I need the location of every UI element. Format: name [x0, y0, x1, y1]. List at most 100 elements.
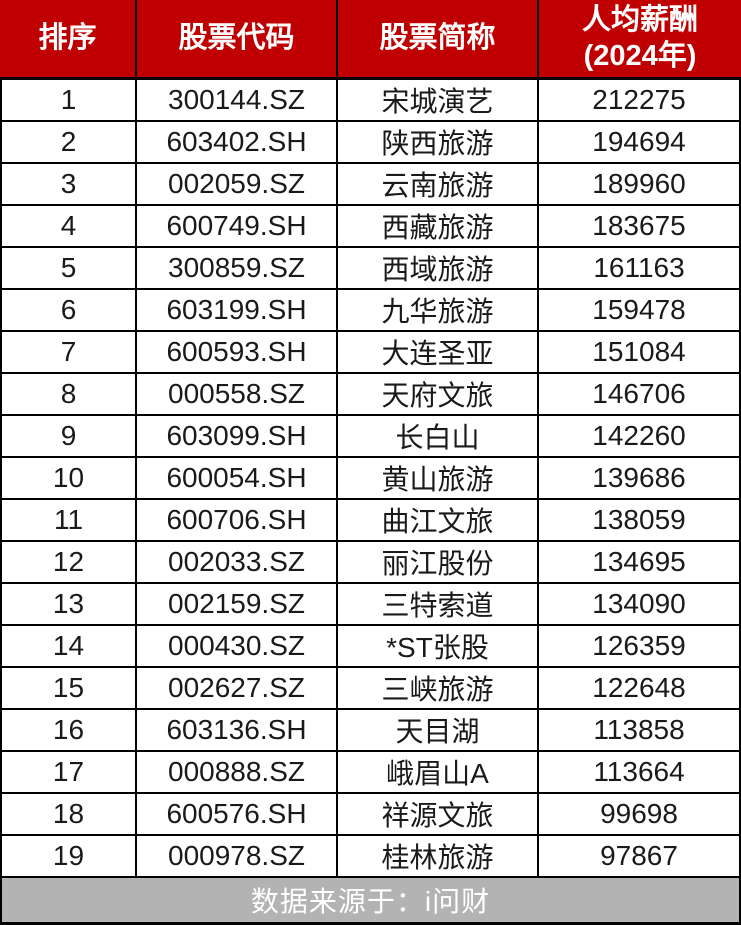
table-row: 17 000888.SZ 峨眉山A 113664 — [2, 751, 739, 794]
cell-rank: 5 — [2, 247, 137, 288]
table-header-row: 排序 股票代码 股票简称 人均薪酬 (2024年) — [0, 0, 741, 80]
cell-stock-code: 000558.SZ — [137, 373, 338, 414]
cell-salary: 159478 — [592, 293, 686, 325]
header-stock-code: 股票代码 — [137, 0, 338, 77]
cell-stock-code: 600706.SH — [137, 499, 338, 540]
table-row: 8 000558.SZ 天府文旅 146706 — [2, 373, 739, 416]
cell-stock-name: 曲江文旅 — [338, 499, 539, 540]
table-row: 4 600749.SH 西藏旅游 183675 — [2, 205, 739, 248]
cell-stock-code: 000430.SZ — [137, 625, 338, 666]
table-row: 1 300144.SZ 宋城演艺 212275 — [2, 79, 739, 122]
cell-stock-code: 002059.SZ — [137, 163, 338, 204]
cell-rank: 18 — [2, 793, 137, 834]
cell-rank: 8 — [2, 373, 137, 414]
cell-stock-code: 600576.SH — [137, 793, 338, 834]
cell-rank: 19 — [2, 835, 137, 876]
table-row: 13 002159.SZ 三特索道 134090 — [2, 583, 739, 626]
cell-stock-code: 002627.SZ — [137, 667, 338, 708]
cell-stock-name: 黄山旅游 — [338, 457, 539, 498]
cell-stock-name: 大连圣亚 — [338, 331, 539, 372]
table-row: 6 603199.SH 九华旅游 159478 — [2, 289, 739, 332]
cell-salary: 189960 — [592, 167, 686, 199]
cell-salary: 142260 — [592, 419, 686, 451]
cell-stock-name: 九华旅游 — [338, 289, 539, 330]
cell-salary: 138059 — [592, 503, 686, 535]
data-source-bar: 数据来源于：i问财 — [0, 877, 741, 925]
cell-salary: 134695 — [592, 545, 686, 577]
cell-stock-name: *ST张股 — [338, 625, 539, 666]
cell-stock-name: 峨眉山A — [338, 751, 539, 792]
cell-stock-code: 603099.SH — [137, 415, 338, 456]
data-source-label: 数据来源于：i问财 — [250, 885, 491, 917]
table-row: 3 002059.SZ 云南旅游 189960 — [2, 163, 739, 206]
cell-salary: 113664 — [593, 755, 685, 787]
cell-stock-name: 西藏旅游 — [338, 205, 539, 246]
cell-stock-code: 603199.SH — [137, 289, 338, 330]
cell-stock-code: 600593.SH — [137, 331, 338, 372]
cell-stock-code: 603402.SH — [137, 121, 338, 162]
header-salary-line2: (2024年) — [583, 40, 697, 73]
cell-rank: 15 — [2, 667, 137, 708]
cell-stock-name: 三峡旅游 — [338, 667, 539, 708]
header-rank: 排序 — [0, 0, 137, 77]
cell-salary: 134090 — [592, 587, 686, 619]
cell-stock-name: 天目湖 — [338, 709, 539, 750]
header-stock-name: 股票简称 — [338, 0, 539, 77]
cell-stock-name: 天府文旅 — [338, 373, 539, 414]
cell-stock-name: 桂林旅游 — [338, 835, 539, 876]
cell-stock-code: 002159.SZ — [137, 583, 338, 624]
cell-rank: 13 — [2, 583, 137, 624]
table-row: 9 603099.SH 长白山 142260 — [2, 415, 739, 458]
cell-rank: 9 — [2, 415, 137, 456]
cell-stock-name: 丽江股份 — [338, 541, 539, 582]
cell-stock-code: 000978.SZ — [137, 835, 338, 876]
table-body: 1 300144.SZ 宋城演艺 212275 2 603402.SH 陕西旅游… — [0, 79, 741, 878]
cell-salary: 151084 — [592, 335, 686, 367]
cell-stock-name: 陕西旅游 — [338, 121, 539, 162]
cell-rank: 1 — [2, 79, 137, 120]
cell-rank: 2 — [2, 121, 137, 162]
cell-salary: 113858 — [593, 713, 685, 745]
cell-salary: 97867 — [600, 839, 678, 871]
cell-salary: 183675 — [592, 209, 686, 241]
cell-stock-code: 000888.SZ — [137, 751, 338, 792]
cell-rank: 6 — [2, 289, 137, 330]
table-row: 19 000978.SZ 桂林旅游 97867 — [2, 835, 739, 878]
cell-rank: 14 — [2, 625, 137, 666]
cell-salary: 122648 — [592, 671, 686, 703]
table-row: 11 600706.SH 曲江文旅 138059 — [2, 499, 739, 542]
cell-stock-code: 603136.SH — [137, 709, 338, 750]
cell-stock-name: 云南旅游 — [338, 163, 539, 204]
cell-salary: 146706 — [592, 377, 686, 409]
cell-salary: 194694 — [592, 125, 686, 157]
table-row: 5 300859.SZ 西域旅游 161163 — [2, 247, 739, 290]
cell-salary: 126359 — [592, 629, 686, 661]
cell-salary: 212275 — [592, 83, 686, 115]
cell-stock-name: 三特索道 — [338, 583, 539, 624]
cell-salary: 161163 — [593, 251, 685, 283]
cell-salary: 139686 — [592, 461, 686, 493]
table-row: 10 600054.SH 黄山旅游 139686 — [2, 457, 739, 500]
cell-rank: 7 — [2, 331, 137, 372]
cell-salary: 99698 — [600, 797, 678, 829]
cell-stock-code: 300859.SZ — [137, 247, 338, 288]
table-row: 7 600593.SH 大连圣亚 151084 — [2, 331, 739, 374]
cell-rank: 10 — [2, 457, 137, 498]
cell-stock-name: 长白山 — [338, 415, 539, 456]
cell-stock-name: 祥源文旅 — [338, 793, 539, 834]
cell-stock-name: 西域旅游 — [338, 247, 539, 288]
header-salary: 人均薪酬 (2024年) — [539, 0, 741, 77]
cell-rank: 11 — [2, 499, 137, 540]
table-row: 16 603136.SH 天目湖 113858 — [2, 709, 739, 752]
table-row: 2 603402.SH 陕西旅游 194694 — [2, 121, 739, 164]
cell-rank: 16 — [2, 709, 137, 750]
cell-rank: 17 — [2, 751, 137, 792]
cell-stock-code: 600054.SH — [137, 457, 338, 498]
cell-rank: 12 — [2, 541, 137, 582]
cell-rank: 3 — [2, 163, 137, 204]
cell-stock-code: 300144.SZ — [137, 79, 338, 120]
table-row: 15 002627.SZ 三峡旅游 122648 — [2, 667, 739, 710]
header-salary-line1: 人均薪酬 — [581, 4, 698, 37]
cell-stock-code: 002033.SZ — [137, 541, 338, 582]
